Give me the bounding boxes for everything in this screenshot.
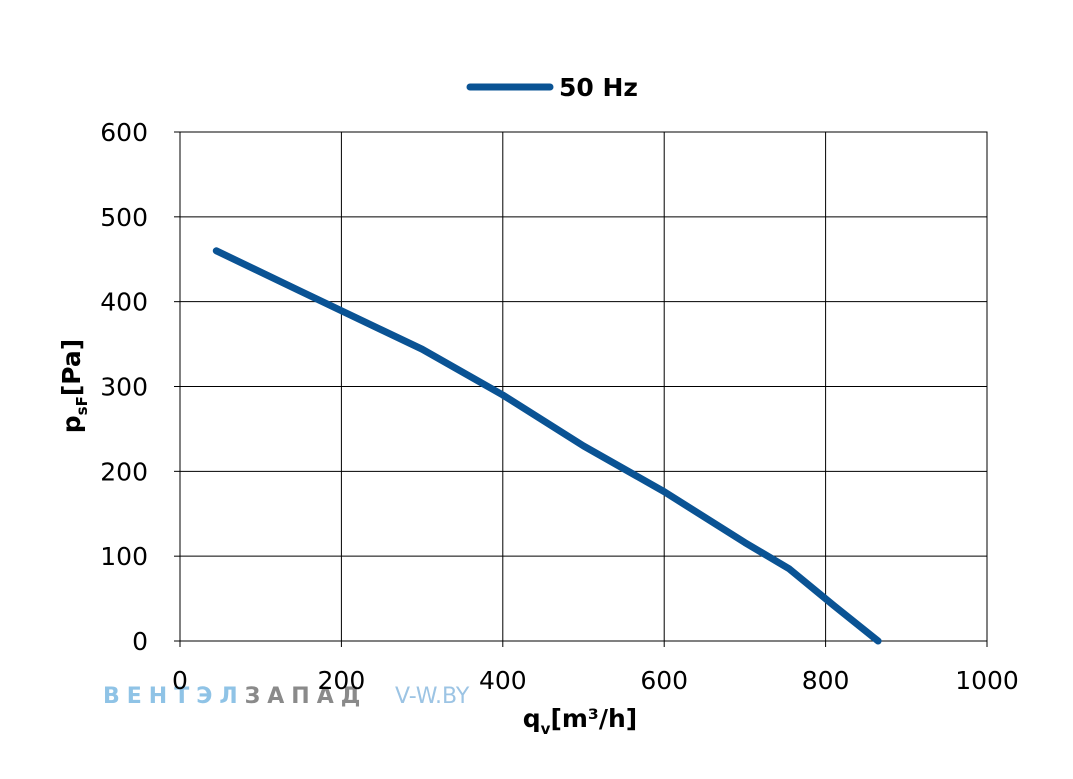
- series-line-50hz: [216, 251, 878, 641]
- axis-labels: 0 200 400 600 800 1000 0 100 200 300 400 500 600 psF[…: [57, 118, 1019, 738]
- y-tick-label: 600: [100, 118, 148, 147]
- y-tick-label: 100: [100, 542, 148, 571]
- legend-label: 50 Hz: [559, 73, 638, 102]
- y-tick-label: 200: [100, 457, 148, 486]
- x-tick-label: 400: [479, 666, 527, 695]
- axes: [174, 132, 987, 647]
- x-tick-label: 800: [802, 666, 850, 695]
- y-tick-label: 300: [100, 373, 148, 402]
- x-tick-label: 1000: [955, 666, 1019, 695]
- watermark-site: V-W.BY: [395, 684, 470, 709]
- grid: [180, 132, 987, 641]
- y-tick-label: 0: [132, 627, 148, 656]
- y-tick-label: 400: [100, 288, 148, 317]
- x-tick-label: 0: [172, 666, 188, 695]
- legend: 50 Hz: [470, 73, 638, 102]
- watermark: ВЕНТЭЛЗАПАД V-W.BY: [103, 684, 470, 709]
- x-axis-label: qv[m³/h]: [523, 704, 637, 738]
- y-axis-label: psF[Pa]: [57, 339, 91, 433]
- x-tick-label: 600: [640, 666, 688, 695]
- series-layer: [216, 251, 878, 641]
- y-tick-label: 500: [100, 203, 148, 232]
- x-tick-label: 200: [318, 666, 366, 695]
